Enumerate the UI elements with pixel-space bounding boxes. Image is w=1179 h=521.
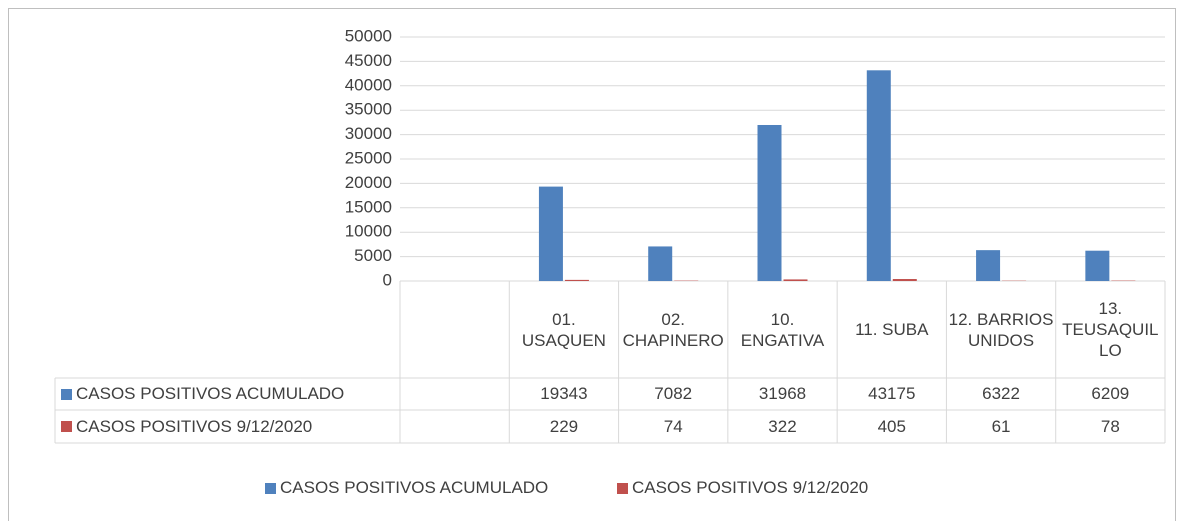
- row-label-text: CASOS POSITIVOS 9/12/2020: [76, 416, 313, 436]
- legend-key: [617, 482, 628, 494]
- table-value: 405: [877, 416, 906, 436]
- bar: [866, 70, 891, 281]
- y-tick-label: 35000: [345, 100, 392, 119]
- bar: [648, 246, 673, 281]
- legend-entry: CASOS POSITIVOS 9/12/2020: [617, 477, 868, 499]
- bar: [757, 124, 782, 282]
- y-tick-label: 45000: [345, 51, 392, 70]
- table-value: 74: [663, 416, 683, 436]
- table-value: 78: [1100, 416, 1120, 436]
- x-tick-label: 10. ENGATIVA: [740, 309, 825, 350]
- y-tick-label: 40000: [345, 75, 392, 94]
- y-tick-label: 50000: [345, 26, 392, 45]
- y-tick-label: 15000: [345, 197, 392, 216]
- table-value: 43175: [868, 384, 916, 403]
- x-tick-label: 13. TEUSAQUILLO: [1062, 299, 1159, 360]
- x-tick-label: 01. USAQUEN: [521, 309, 606, 350]
- y-tick-label: 30000: [345, 124, 392, 143]
- bar: [538, 186, 563, 281]
- legend-key: [61, 388, 72, 400]
- y-tick-label: 0: [383, 270, 392, 289]
- table-row-label: CASOS POSITIVOS 9/12/2020: [61, 410, 312, 443]
- row-label-text: CASOS POSITIVOS ACUMULADO: [280, 478, 549, 497]
- x-tick-label: 02. CHAPINERO: [622, 309, 724, 350]
- table-value: 31968: [758, 384, 807, 403]
- bar: [783, 279, 808, 281]
- table-value: 19343: [540, 384, 588, 403]
- table-row-label: CASOS POSITIVOS ACUMULADO: [61, 378, 344, 410]
- x-tick-label: 11. SUBA: [855, 320, 929, 339]
- bar: [976, 250, 1001, 281]
- table-value: 322: [768, 416, 797, 436]
- table-value: 7082: [654, 384, 693, 403]
- table-value: 61: [991, 416, 1011, 436]
- y-tick-label: 20000: [345, 173, 392, 192]
- bar: [892, 279, 917, 281]
- table-value: 6209: [1091, 384, 1130, 403]
- chart-frame: [8, 8, 1176, 521]
- table-value: 229: [549, 416, 579, 436]
- y-tick-label: 10000: [345, 222, 392, 241]
- legend-key: [61, 421, 72, 432]
- row-label-text: CASOS POSITIVOS 9/12/2020: [632, 478, 869, 497]
- bar: [1085, 250, 1110, 281]
- table-value: 6322: [982, 384, 1020, 403]
- x-tick-label: 12. BARRIOS UNIDOS: [948, 309, 1054, 350]
- bar: [564, 279, 589, 281]
- y-tick-label: 25000: [345, 148, 392, 167]
- legend-key: [265, 482, 276, 494]
- legend-entry: CASOS POSITIVOS ACUMULADO: [265, 477, 548, 499]
- row-label-text: CASOS POSITIVOS ACUMULADO: [76, 384, 345, 403]
- y-tick-label: 5000: [354, 246, 392, 265]
